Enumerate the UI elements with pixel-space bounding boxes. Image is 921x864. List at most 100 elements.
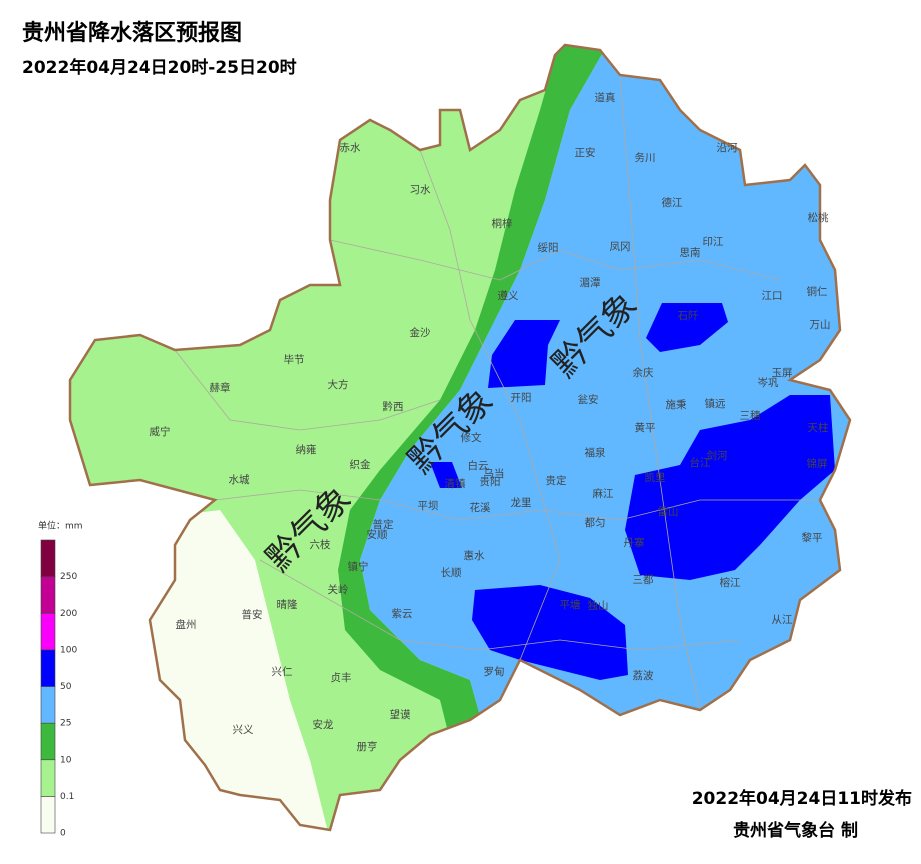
county-label: 紫云 [392,608,413,620]
county-label: 白云 [468,459,489,472]
legend-label: 50 [60,682,72,692]
county-label: 安顺 [367,528,388,541]
county-label: 织金 [350,458,371,471]
legend: 0 0.1 10 25 50 100 200 250 [40,539,77,839]
county-label: 贵定 [546,474,567,487]
county-label: 独山 [588,599,609,612]
county-label: 台江 [690,456,711,469]
county-label: 普定 [373,518,394,531]
county-label: 贵阳 [480,475,501,488]
county-label: 瓮安 [578,393,599,406]
county-label: 岑巩 [758,377,779,389]
county-label: 罗甸 [484,665,505,678]
legend-swatch [40,686,56,724]
county-label: 湄潭 [580,277,601,289]
county-label: 施秉 [666,398,687,411]
legend-label: 25 [60,719,71,729]
county-label: 雷山 [658,506,679,518]
county-label: 赫章 [210,381,231,394]
county-label: 桐梓 [492,217,513,230]
county-label: 习水 [410,184,431,196]
legend-label: 100 [60,645,77,655]
county-label: 大方 [328,378,349,391]
county-label: 晴隆 [277,598,298,611]
county-label: 石阡 [678,310,699,322]
county-label: 遵义 [498,289,519,302]
county-label: 赤水 [340,142,361,154]
county-label: 印江 [703,236,724,248]
county-label: 关岭 [328,583,349,596]
county-label: 天柱 [808,421,829,434]
county-label: 凤冈 [610,241,631,253]
county-label: 兴仁 [272,666,293,678]
province-outline [68,43,852,832]
county-label: 道真 [595,91,616,104]
county-label: 金沙 [410,326,431,339]
county-label: 万山 [810,319,831,331]
title: 贵州省降水落区预报图 [22,21,242,46]
county-borders [174,74,820,711]
legend-swatch [40,722,56,761]
county-label: 都匀 [585,517,606,529]
county-label: 三穗 [740,409,761,422]
county-label: 德江 [662,196,683,209]
legend-swatch [40,539,56,577]
county-label: 江口 [762,290,783,302]
zone-blue [488,320,560,388]
county-label: 清镇 [445,477,466,490]
county-label: 望谟 [390,708,411,721]
county-label: 普安 [242,608,263,621]
zone-blue [646,303,728,352]
county-label: 凯里 [645,471,666,484]
county-label: 平坝 [418,499,439,512]
county-label: 务川 [635,151,656,164]
county-label: 剑河 [707,449,728,462]
legend-swatch [40,612,56,651]
county-label: 开阳 [511,392,532,404]
county-label: 册亨 [357,740,378,753]
county-label: 三都 [633,574,654,586]
zone-blue [430,462,462,488]
county-label: 黔西 [383,400,404,413]
county-label: 绥阳 [538,242,559,254]
county-label: 思南 [680,246,701,259]
zone-blue [472,585,628,680]
county-label: 福泉 [585,446,606,459]
county-label: 余庆 [633,366,654,379]
county-label: 六枝 [310,538,331,551]
legend-label: 10 [60,755,72,765]
county-label: 丹寨 [624,536,645,549]
legend-label: 0 [60,829,66,839]
county-label: 黎平 [802,531,823,544]
county-label: 安龙 [313,718,334,731]
county-label: 锦屏 [807,457,828,470]
county-label: 兴义 [233,724,254,736]
county-label: 荔波 [633,669,654,682]
legend-title: 单位：mm [38,520,83,532]
zone-blue [625,395,835,580]
legend-swatch [40,576,56,614]
county-label: 沿河 [717,142,738,154]
county-label: 乌当 [484,467,505,480]
county-label: 镇远 [705,397,726,410]
legend-swatch [40,796,56,834]
county-label: 麻江 [593,487,614,500]
county-label: 毕节 [284,353,305,366]
county-label: 花溪 [470,501,491,514]
county-label: 从江 [772,614,793,626]
county-label: 水城 [229,474,250,486]
legend-swatch [40,759,56,797]
legend-label: 0.1 [60,792,74,802]
county-label: 盘州 [176,618,197,631]
agency: 贵州省气象台 制 [733,820,858,841]
county-label: 纳雍 [296,443,317,456]
county-label: 黄平 [635,421,656,434]
county-label: 贞丰 [331,671,352,684]
county-label: 松桃 [808,211,829,224]
legend-swatch [40,649,56,687]
county-label: 修文 [461,431,482,444]
county-label: 榕江 [720,576,741,589]
